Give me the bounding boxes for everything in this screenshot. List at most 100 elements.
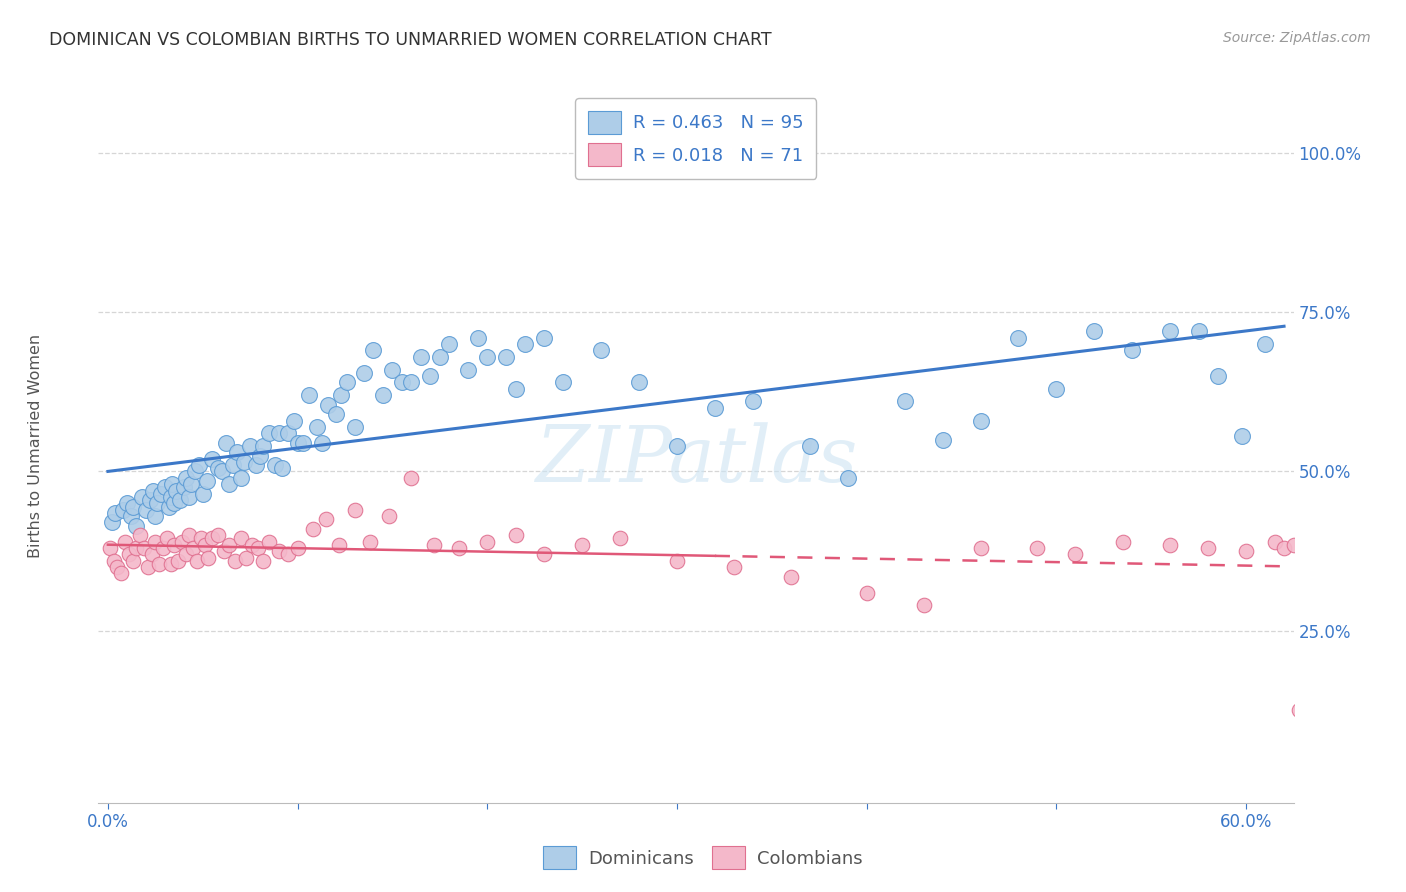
Point bbox=[188, 458, 211, 472]
Point bbox=[190, 532, 212, 546]
Point bbox=[305, 420, 328, 434]
Point bbox=[179, 528, 201, 542]
Point bbox=[146, 496, 169, 510]
Point bbox=[533, 331, 555, 345]
Point bbox=[118, 547, 141, 561]
Legend: Dominicans, Colombians: Dominicans, Colombians bbox=[534, 838, 872, 879]
Point bbox=[1026, 541, 1049, 555]
Point bbox=[163, 538, 186, 552]
Point bbox=[1112, 534, 1135, 549]
Point bbox=[1234, 544, 1257, 558]
Point bbox=[1045, 382, 1067, 396]
Point bbox=[401, 471, 423, 485]
Point bbox=[222, 458, 245, 472]
Point bbox=[703, 401, 725, 415]
Point bbox=[799, 439, 821, 453]
Point bbox=[287, 435, 309, 450]
Point bbox=[353, 366, 375, 380]
Point bbox=[201, 532, 224, 546]
Point bbox=[100, 516, 122, 530]
Point bbox=[371, 388, 394, 402]
Point bbox=[233, 455, 256, 469]
Point bbox=[138, 493, 160, 508]
Point bbox=[141, 547, 163, 561]
Point bbox=[271, 461, 294, 475]
Point bbox=[779, 569, 801, 583]
Point bbox=[235, 550, 257, 565]
Text: Source: ZipAtlas.com: Source: ZipAtlas.com bbox=[1223, 31, 1371, 45]
Point bbox=[316, 398, 339, 412]
Point bbox=[969, 541, 991, 555]
Y-axis label: Births to Unmarried Women: Births to Unmarried Women bbox=[28, 334, 42, 558]
Point bbox=[277, 547, 299, 561]
Point bbox=[666, 439, 689, 453]
Point bbox=[571, 538, 593, 552]
Point bbox=[363, 343, 385, 358]
Point bbox=[457, 362, 479, 376]
Point bbox=[211, 465, 233, 479]
Point bbox=[969, 413, 991, 427]
Point bbox=[132, 541, 155, 555]
Point bbox=[194, 538, 217, 552]
Point bbox=[98, 541, 121, 555]
Point bbox=[170, 534, 193, 549]
Point bbox=[252, 554, 274, 568]
Point bbox=[239, 439, 262, 453]
Point bbox=[1264, 534, 1286, 549]
Point bbox=[1254, 337, 1277, 351]
Legend: R = 0.463   N = 95, R = 0.018   N = 71: R = 0.463 N = 95, R = 0.018 N = 71 bbox=[575, 98, 817, 179]
Point bbox=[328, 538, 350, 552]
Point bbox=[267, 426, 290, 441]
Point bbox=[912, 599, 935, 613]
Point bbox=[1121, 343, 1143, 358]
Point bbox=[191, 487, 214, 501]
Point bbox=[246, 541, 269, 555]
Point bbox=[181, 541, 204, 555]
Point bbox=[505, 528, 527, 542]
Text: ZIPatlas: ZIPatlas bbox=[534, 422, 858, 499]
Point bbox=[292, 435, 315, 450]
Point bbox=[167, 554, 190, 568]
Point bbox=[143, 509, 166, 524]
Point bbox=[1159, 538, 1181, 552]
Point bbox=[180, 477, 202, 491]
Point bbox=[110, 566, 132, 581]
Point bbox=[336, 376, 359, 390]
Point bbox=[301, 522, 323, 536]
Point bbox=[125, 541, 148, 555]
Point bbox=[195, 474, 218, 488]
Point bbox=[1159, 324, 1181, 338]
Point bbox=[931, 433, 953, 447]
Point bbox=[249, 449, 271, 463]
Point bbox=[143, 534, 166, 549]
Point bbox=[135, 502, 157, 516]
Point bbox=[152, 541, 174, 555]
Text: DOMINICAN VS COLOMBIAN BIRTHS TO UNMARRIED WOMEN CORRELATION CHART: DOMINICAN VS COLOMBIAN BIRTHS TO UNMARRI… bbox=[49, 31, 772, 49]
Point bbox=[201, 451, 224, 466]
Point bbox=[218, 477, 240, 491]
Point bbox=[136, 560, 159, 574]
Point bbox=[121, 500, 143, 514]
Point bbox=[1197, 541, 1219, 555]
Point bbox=[1232, 429, 1254, 443]
Point bbox=[104, 506, 127, 520]
Point bbox=[381, 362, 404, 376]
Point bbox=[169, 493, 191, 508]
Point bbox=[283, 413, 305, 427]
Point bbox=[165, 483, 187, 498]
Point bbox=[666, 554, 689, 568]
Point bbox=[153, 480, 176, 494]
Point bbox=[495, 350, 517, 364]
Point bbox=[267, 544, 290, 558]
Point bbox=[467, 331, 489, 345]
Point bbox=[1282, 538, 1305, 552]
Point bbox=[1083, 324, 1105, 338]
Point bbox=[121, 554, 143, 568]
Point bbox=[277, 426, 299, 441]
Point bbox=[207, 461, 229, 475]
Point bbox=[212, 544, 235, 558]
Point bbox=[240, 538, 263, 552]
Point bbox=[174, 547, 197, 561]
Point bbox=[142, 483, 165, 498]
Point bbox=[391, 376, 413, 390]
